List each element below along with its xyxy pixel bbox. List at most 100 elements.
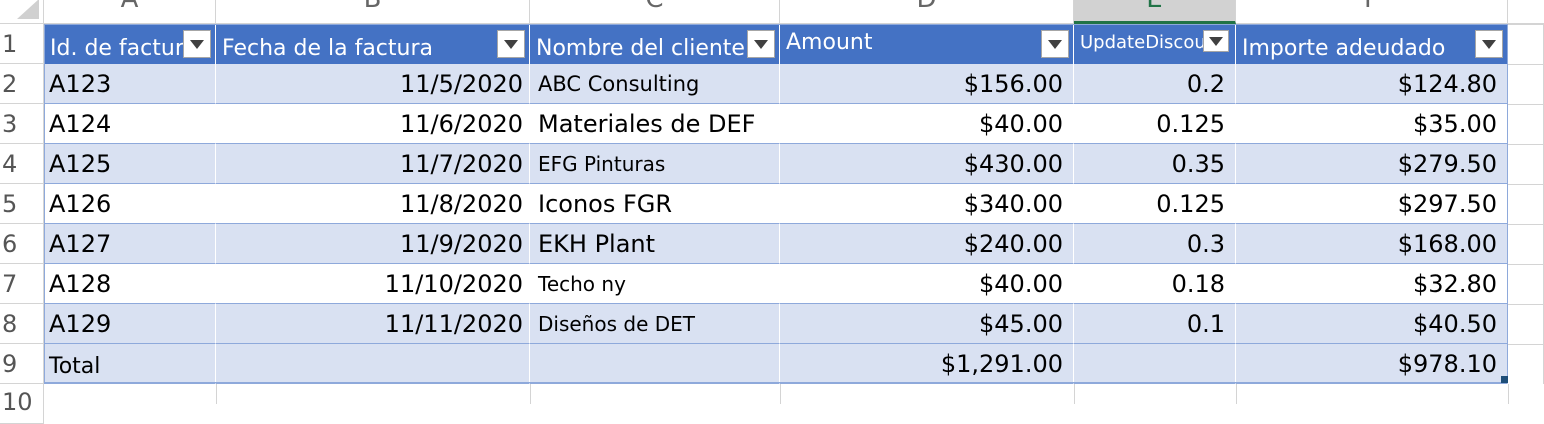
table-cell-amount[interactable]: $40.00 xyxy=(780,264,1074,304)
table-cell-date[interactable]: 11/8/2020 xyxy=(216,184,530,224)
table-cell-date[interactable]: 11/5/2020 xyxy=(216,64,530,104)
table-cell-empty[interactable] xyxy=(530,344,780,384)
table-cell-client[interactable]: Diseños de DET xyxy=(530,304,780,344)
table-cell-date[interactable]: 11/6/2020 xyxy=(216,104,530,144)
table-cell-client[interactable]: Iconos FGR xyxy=(530,184,780,224)
table-cell-amount[interactable]: $240.00 xyxy=(780,224,1074,264)
column-header-b[interactable]: B xyxy=(216,0,530,24)
row-header-2[interactable]: 2 xyxy=(0,64,44,104)
row-header-10[interactable]: 10 xyxy=(0,384,44,424)
table-cell-id[interactable]: A127 xyxy=(44,224,216,264)
table-cell-date[interactable]: 11/11/2020 xyxy=(216,304,530,344)
table-header-cell[interactable]: Importe adeudado xyxy=(1236,24,1508,64)
table-cell-discount[interactable]: 0.125 xyxy=(1074,104,1236,144)
table-cell-total-due[interactable]: $978.10 xyxy=(1236,344,1508,384)
table-cell-client[interactable]: EFG Pinturas xyxy=(530,144,780,184)
select-all-triangle-icon xyxy=(17,0,39,19)
table-cell-discount[interactable]: 0.125 xyxy=(1074,184,1236,224)
table-cell-due[interactable]: $168.00 xyxy=(1236,224,1508,264)
table-cell-id[interactable]: A128 xyxy=(44,264,216,304)
table-cell-due[interactable]: $35.00 xyxy=(1236,104,1508,144)
table-cell-date[interactable]: 11/7/2020 xyxy=(216,144,530,184)
gridline xyxy=(1508,24,1544,25)
column-header-f[interactable]: F xyxy=(1236,0,1508,24)
gridline xyxy=(530,384,531,404)
row-number: 9 xyxy=(2,349,18,378)
gridline xyxy=(1508,104,1544,105)
row-number: 1 xyxy=(2,29,18,58)
table-cell-amount[interactable]: $156.00 xyxy=(780,64,1074,104)
gridline xyxy=(1508,304,1544,305)
table-cell-client[interactable]: EKH Plant xyxy=(530,224,780,264)
column-header-label: C xyxy=(645,0,663,14)
column-header-g[interactable] xyxy=(1508,0,1544,24)
filter-dropdown-button[interactable] xyxy=(183,30,211,58)
gridline xyxy=(1508,224,1544,225)
table-cell-id[interactable]: A124 xyxy=(44,104,216,144)
row-number: 3 xyxy=(2,109,18,138)
table-header-cell[interactable]: Fecha de la factura xyxy=(216,24,530,64)
table-cell-due[interactable]: $297.50 xyxy=(1236,184,1508,224)
gridline xyxy=(1508,184,1544,185)
row-header-8[interactable]: 8 xyxy=(0,304,44,344)
select-all-corner[interactable] xyxy=(0,0,44,24)
table-header-cell[interactable]: Nombre del cliente xyxy=(530,24,780,64)
table-cell-due[interactable]: $124.80 xyxy=(1236,64,1508,104)
row-header-1[interactable]: 1 xyxy=(0,24,44,64)
table-cell-due[interactable]: $32.80 xyxy=(1236,264,1508,304)
row-header-6[interactable]: 6 xyxy=(0,224,44,264)
row-header-9[interactable]: 9 xyxy=(0,344,44,384)
table-cell-client[interactable]: Materiales de DEF xyxy=(530,104,780,144)
table-cell-client[interactable]: ABC Consulting xyxy=(530,64,780,104)
table-resize-handle[interactable] xyxy=(1501,376,1508,383)
gridline xyxy=(780,384,781,404)
table-cell-id[interactable]: A129 xyxy=(44,304,216,344)
filter-dropdown-button[interactable] xyxy=(747,30,775,58)
table-cell-amount[interactable]: $40.00 xyxy=(780,104,1074,144)
row-number: 10 xyxy=(2,388,33,416)
column-header-e[interactable]: E xyxy=(1074,0,1236,24)
gridline xyxy=(1508,384,1509,404)
table-cell-discount[interactable]: 0.35 xyxy=(1074,144,1236,184)
row-header-5[interactable]: 5 xyxy=(0,184,44,224)
table-cell-empty[interactable] xyxy=(1074,344,1236,384)
table-cell-amount[interactable]: $430.00 xyxy=(780,144,1074,184)
filter-dropdown-button[interactable] xyxy=(1041,30,1069,58)
table-cell-discount[interactable]: 0.1 xyxy=(1074,304,1236,344)
table-cell-discount[interactable]: 0.2 xyxy=(1074,64,1236,104)
row-header-3[interactable]: 3 xyxy=(0,104,44,144)
table-cell-id[interactable]: A123 xyxy=(44,64,216,104)
table-cell-amount[interactable]: $45.00 xyxy=(780,304,1074,344)
table-cell-total-amount[interactable]: $1,291.00 xyxy=(780,344,1074,384)
column-header-d[interactable]: D xyxy=(780,0,1074,24)
table-cell-empty[interactable] xyxy=(216,344,530,384)
table-cell-discount[interactable]: 0.18 xyxy=(1074,264,1236,304)
dropdown-filter-icon xyxy=(504,39,518,49)
table-cell-discount[interactable]: 0.3 xyxy=(1074,224,1236,264)
table-cell-date[interactable]: 11/10/2020 xyxy=(216,264,530,304)
table-cell-total-label[interactable]: Total xyxy=(44,344,216,384)
row-number: 6 xyxy=(2,229,18,258)
header-label: Id. de factura xyxy=(50,36,198,61)
table-cell-id[interactable]: A126 xyxy=(44,184,216,224)
column-header-a[interactable]: A xyxy=(44,0,216,24)
table-cell-due[interactable]: $40.50 xyxy=(1236,304,1508,344)
filter-dropdown-button[interactable] xyxy=(1475,30,1503,58)
row-header-4[interactable]: 4 xyxy=(0,144,44,184)
column-header-c[interactable]: C xyxy=(530,0,780,24)
filter-dropdown-button[interactable] xyxy=(497,30,525,58)
table-header-cell[interactable]: Amount xyxy=(780,24,1074,64)
filter-dropdown-button[interactable] xyxy=(1203,30,1229,52)
table-cell-id[interactable]: A125 xyxy=(44,144,216,184)
gridline xyxy=(1508,144,1544,145)
dropdown-filter-icon xyxy=(1482,39,1496,49)
gridline xyxy=(1236,384,1237,404)
dropdown-filter-icon xyxy=(1209,36,1223,46)
table-cell-amount[interactable]: $340.00 xyxy=(780,184,1074,224)
table-cell-date[interactable]: 11/9/2020 xyxy=(216,224,530,264)
table-cell-due[interactable]: $279.50 xyxy=(1236,144,1508,184)
header-label: Amount xyxy=(786,29,873,55)
row-header-7[interactable]: 7 xyxy=(0,264,44,304)
table-cell-client[interactable]: Techo ny xyxy=(530,264,780,304)
header-label: Nombre del cliente xyxy=(536,36,745,61)
